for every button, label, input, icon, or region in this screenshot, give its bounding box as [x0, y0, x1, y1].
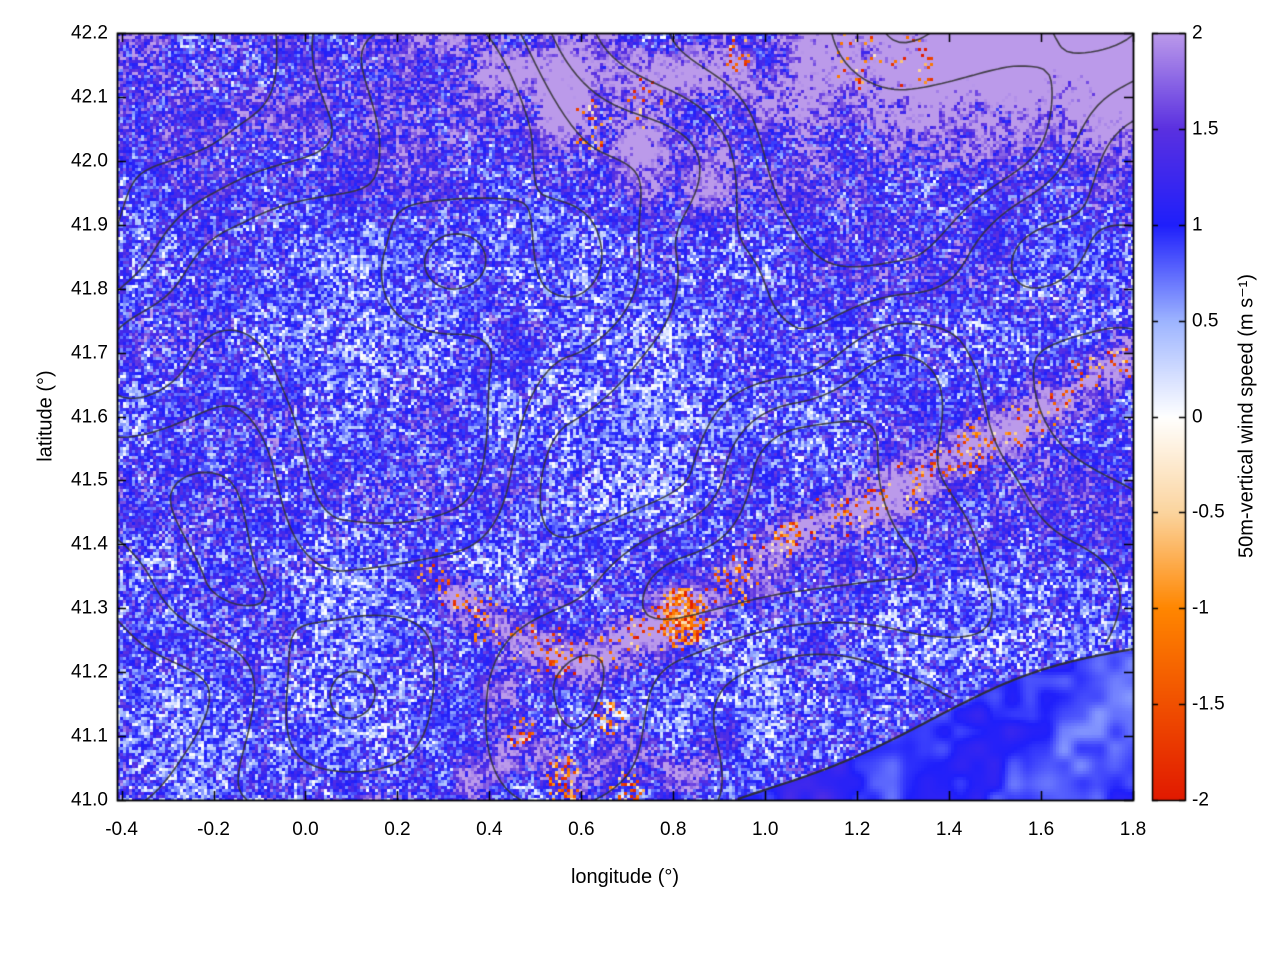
y-tick-label: 41.9	[71, 214, 108, 236]
colorbar-tick-label: 1.5	[1192, 118, 1219, 140]
colorbar-tick-label: -0.5	[1192, 501, 1225, 523]
x-tick-label: 1.0	[751, 819, 779, 840]
colorbar-tick-label: 2	[1192, 22, 1203, 44]
y-tick-label: 42.0	[71, 150, 108, 172]
x-tick-label: 0.0	[292, 819, 319, 840]
y-tick-label: 41.7	[71, 342, 108, 364]
x-tick-label: 1.4	[935, 819, 963, 840]
colorbar-tick-label: 0	[1192, 406, 1203, 427]
colorbar-title: 50m-vertical wind speed (m s⁻¹)	[1235, 274, 1258, 558]
x-tick-label: 1.8	[1119, 819, 1147, 840]
y-tick-label: 41.8	[71, 278, 108, 300]
colorbar-tick-label: -1.5	[1192, 693, 1225, 715]
x-tick-label: 1.2	[843, 819, 871, 840]
x-tick-label: -0.4	[105, 819, 138, 840]
colorbar-tick-label: -1	[1192, 597, 1209, 619]
y-tick-label: 42.2	[71, 22, 108, 44]
x-tick-label: 0.8	[660, 819, 687, 840]
y-tick-label: 41.6	[71, 406, 108, 427]
x-axis-title: longitude (°)	[570, 866, 680, 888]
x-tick-label: 1.6	[1027, 819, 1055, 840]
x-tick-label: -0.2	[197, 819, 230, 840]
y-tick-label: 41.2	[71, 661, 108, 683]
y-tick-label: 41.1	[71, 725, 108, 747]
y-tick-label: 41.3	[71, 597, 108, 619]
colorbar-tick-label: 1	[1192, 214, 1203, 236]
y-tick-label: 42.1	[71, 86, 108, 108]
x-tick-label: 0.4	[476, 819, 503, 840]
y-axis-title: latitude (°)	[34, 370, 57, 462]
x-tick-label: 0.2	[384, 819, 411, 840]
colorbar-tick-label: 0.5	[1192, 310, 1219, 332]
y-tick-label: 41.5	[71, 469, 108, 491]
y-tick-label: 41.0	[71, 789, 108, 811]
colorbar-tick-label: -2	[1192, 789, 1209, 811]
x-tick-label: 0.6	[568, 819, 595, 840]
y-tick-label: 41.4	[71, 533, 108, 555]
